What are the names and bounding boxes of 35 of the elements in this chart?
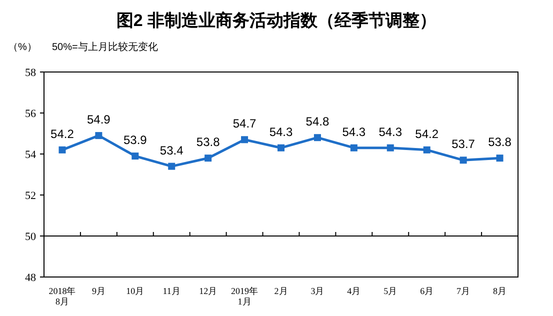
x-tick-label: 8月 <box>493 286 507 296</box>
y-tick-label: 56 <box>25 108 36 120</box>
data-label: 53.7 <box>452 137 476 152</box>
data-label: 54.8 <box>306 114 330 129</box>
x-tick-label: 5月 <box>384 286 398 296</box>
data-label: 53.9 <box>123 133 148 148</box>
data-label: 54.7 <box>232 116 257 131</box>
x-tick-label: 11月 <box>162 286 180 296</box>
x-tick-label: 6月 <box>420 286 434 296</box>
data-label: 54.3 <box>269 124 293 139</box>
data-label: 53.8 <box>196 135 220 150</box>
data-label: 54.2 <box>415 126 439 141</box>
chart-title: 图2 非制造业商务活动指数（经季节调整） <box>116 11 437 30</box>
x-tick-label: 2019年 1月 <box>231 286 258 306</box>
y-tick-label: 48 <box>25 272 36 284</box>
x-tick-label: 9月 <box>92 286 106 296</box>
x-tick-label: 4月 <box>347 286 361 296</box>
x-tick-label: 2018年 8月 <box>48 286 76 306</box>
y-tick-label: 50 <box>25 231 36 243</box>
data-label: 54.3 <box>378 124 402 139</box>
data-label: 54.3 <box>342 124 366 139</box>
x-tick-label: 3月 <box>310 286 324 296</box>
x-tick-label: 10月 <box>126 286 144 296</box>
text: 50%=与上月比较无变化 <box>52 41 158 53</box>
y-tick-label: 54 <box>25 149 36 161</box>
y-tick-label: 58 <box>25 67 36 79</box>
x-tick-label: 2月 <box>274 286 288 296</box>
data-label: 54.9 <box>87 112 111 127</box>
x-tick-label: 7月 <box>456 286 470 296</box>
data-label: 53.4 <box>160 143 184 158</box>
x-tick-label: 12月 <box>199 286 218 296</box>
y-tick-label: 52 <box>25 190 36 202</box>
y-axis-title: （%） <box>8 42 37 53</box>
data-label: 53.8 <box>488 135 512 150</box>
data-label: 54.2 <box>50 126 74 141</box>
